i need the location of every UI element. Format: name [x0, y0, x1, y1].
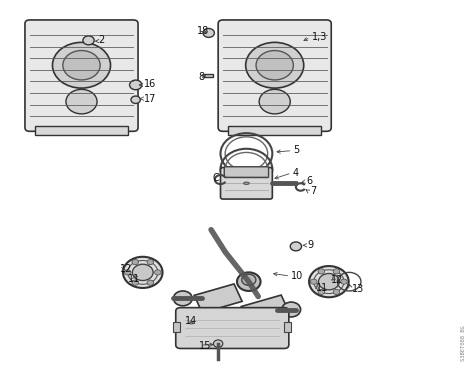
Circle shape	[290, 242, 301, 251]
Text: 12: 12	[331, 275, 344, 285]
Bar	[228, 126, 321, 135]
Circle shape	[242, 274, 256, 285]
FancyBboxPatch shape	[224, 167, 269, 178]
Circle shape	[147, 280, 154, 285]
Text: 15: 15	[199, 341, 212, 351]
Text: 11: 11	[128, 274, 140, 284]
Bar	[35, 126, 128, 135]
Circle shape	[319, 273, 339, 290]
Circle shape	[309, 266, 349, 297]
Circle shape	[341, 279, 347, 284]
Circle shape	[66, 89, 97, 114]
Text: 9: 9	[308, 239, 314, 249]
Circle shape	[131, 96, 140, 104]
Text: 10: 10	[291, 271, 303, 281]
Circle shape	[259, 89, 290, 114]
Text: 16: 16	[144, 79, 156, 89]
Polygon shape	[241, 295, 289, 324]
Text: 13: 13	[352, 284, 364, 294]
Bar	[173, 322, 181, 332]
Polygon shape	[194, 284, 242, 313]
Circle shape	[203, 28, 214, 37]
Text: 14: 14	[185, 316, 197, 326]
Circle shape	[129, 80, 142, 90]
Circle shape	[53, 42, 110, 88]
FancyBboxPatch shape	[220, 168, 273, 199]
Circle shape	[173, 291, 192, 306]
Circle shape	[333, 289, 340, 295]
Circle shape	[333, 269, 340, 274]
Text: 2: 2	[98, 36, 104, 45]
Text: 5: 5	[293, 145, 300, 155]
Text: S3BET088 BG: S3BET088 BG	[461, 326, 465, 362]
Text: 6: 6	[307, 176, 313, 186]
Ellipse shape	[244, 182, 249, 184]
Circle shape	[256, 50, 293, 80]
FancyBboxPatch shape	[176, 308, 289, 349]
Bar	[284, 322, 291, 332]
Text: 12: 12	[120, 264, 133, 275]
Circle shape	[132, 280, 138, 285]
Text: 4: 4	[292, 168, 299, 178]
Text: C: C	[213, 173, 220, 183]
Circle shape	[132, 260, 138, 265]
Bar	[204, 74, 213, 77]
FancyBboxPatch shape	[218, 20, 331, 131]
Circle shape	[282, 302, 301, 317]
Text: 8: 8	[198, 72, 204, 82]
Circle shape	[310, 279, 317, 284]
FancyBboxPatch shape	[25, 20, 138, 131]
Circle shape	[237, 272, 261, 291]
Circle shape	[213, 340, 223, 347]
Circle shape	[147, 260, 154, 265]
Circle shape	[155, 270, 161, 275]
Text: 17: 17	[144, 94, 156, 104]
Circle shape	[123, 257, 163, 288]
Circle shape	[318, 269, 325, 274]
Text: 11: 11	[316, 283, 328, 293]
Text: 7: 7	[310, 186, 316, 196]
Text: 18: 18	[197, 26, 209, 36]
Circle shape	[246, 42, 304, 88]
Circle shape	[318, 289, 325, 295]
Circle shape	[83, 36, 94, 45]
Circle shape	[132, 264, 153, 280]
Circle shape	[124, 270, 131, 275]
Text: 1,3: 1,3	[312, 32, 328, 42]
Circle shape	[63, 50, 100, 80]
